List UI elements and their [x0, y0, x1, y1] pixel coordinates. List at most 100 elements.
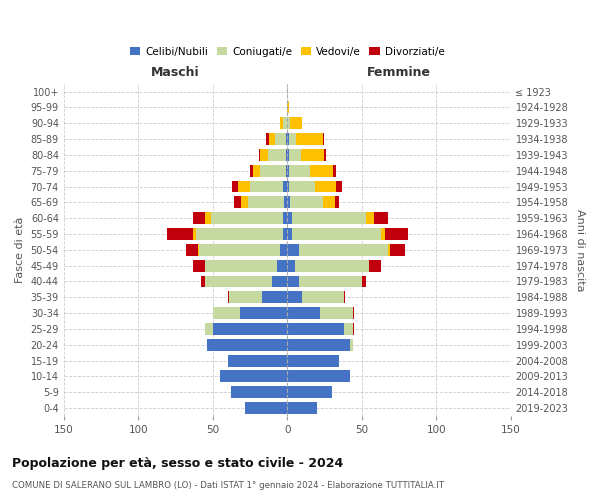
Bar [259, 149, 260, 161]
Bar [193, 212, 205, 224]
Text: Femmine: Femmine [367, 66, 431, 79]
Text: Popolazione per età, sesso e stato civile - 2024: Popolazione per età, sesso e stato civil… [12, 458, 343, 470]
Bar [350, 339, 353, 350]
Bar [287, 228, 292, 240]
Bar [186, 244, 198, 256]
Bar [287, 292, 302, 303]
Bar [374, 212, 388, 224]
Bar [286, 133, 287, 145]
Bar [290, 118, 302, 129]
Bar [335, 196, 340, 208]
Bar [250, 165, 253, 176]
Bar [241, 196, 248, 208]
Bar [207, 339, 287, 350]
Bar [205, 212, 211, 224]
Bar [227, 292, 229, 303]
Bar [167, 228, 193, 240]
Bar [280, 118, 283, 129]
Bar [211, 212, 283, 224]
Bar [289, 180, 316, 192]
Bar [299, 244, 388, 256]
Bar [287, 402, 317, 414]
Bar [260, 165, 286, 176]
Bar [289, 165, 310, 176]
Bar [287, 102, 289, 114]
Y-axis label: Anni di nascita: Anni di nascita [575, 208, 585, 291]
Bar [250, 180, 283, 192]
Bar [287, 276, 299, 287]
Bar [320, 307, 353, 319]
Bar [289, 133, 296, 145]
Bar [283, 212, 287, 224]
Bar [287, 370, 350, 382]
Bar [296, 133, 323, 145]
Bar [239, 307, 287, 319]
Bar [232, 180, 238, 192]
Bar [287, 180, 289, 192]
Bar [290, 196, 323, 208]
Bar [302, 292, 344, 303]
Legend: Celibi/Nubili, Coniugati/e, Vedovi/e, Divorziati/e: Celibi/Nubili, Coniugati/e, Vedovi/e, Di… [125, 42, 449, 60]
Bar [233, 196, 241, 208]
Bar [323, 133, 325, 145]
Bar [230, 386, 287, 398]
Bar [287, 196, 290, 208]
Bar [388, 244, 390, 256]
Bar [287, 354, 340, 366]
Bar [201, 276, 205, 287]
Bar [198, 244, 199, 256]
Bar [248, 196, 284, 208]
Bar [283, 118, 287, 129]
Bar [292, 228, 381, 240]
Bar [287, 244, 299, 256]
Bar [310, 165, 334, 176]
Bar [227, 354, 287, 366]
Bar [344, 323, 353, 335]
Bar [287, 118, 290, 129]
Bar [272, 276, 287, 287]
Bar [337, 180, 343, 192]
Bar [287, 307, 320, 319]
Bar [205, 276, 272, 287]
Bar [353, 307, 354, 319]
Bar [287, 149, 289, 161]
Bar [323, 196, 335, 208]
Bar [275, 133, 286, 145]
Bar [229, 292, 262, 303]
Bar [381, 228, 385, 240]
Bar [199, 244, 280, 256]
Bar [287, 212, 292, 224]
Bar [366, 212, 374, 224]
Bar [205, 323, 213, 335]
Bar [301, 149, 325, 161]
Bar [316, 180, 337, 192]
Bar [283, 228, 287, 240]
Bar [269, 133, 275, 145]
Bar [266, 133, 269, 145]
Bar [287, 323, 344, 335]
Bar [287, 386, 332, 398]
Bar [283, 180, 287, 192]
Bar [245, 402, 287, 414]
Bar [205, 260, 277, 272]
Bar [325, 149, 326, 161]
Bar [196, 228, 283, 240]
Bar [284, 196, 287, 208]
Bar [268, 149, 286, 161]
Bar [277, 260, 287, 272]
Bar [213, 323, 287, 335]
Bar [353, 323, 354, 335]
Bar [390, 244, 405, 256]
Bar [292, 212, 366, 224]
Bar [289, 149, 301, 161]
Bar [299, 276, 362, 287]
Bar [287, 133, 289, 145]
Bar [295, 260, 369, 272]
Bar [280, 244, 287, 256]
Bar [193, 228, 196, 240]
Bar [344, 292, 345, 303]
Bar [286, 165, 287, 176]
Bar [193, 260, 205, 272]
Bar [369, 260, 381, 272]
Bar [253, 165, 260, 176]
